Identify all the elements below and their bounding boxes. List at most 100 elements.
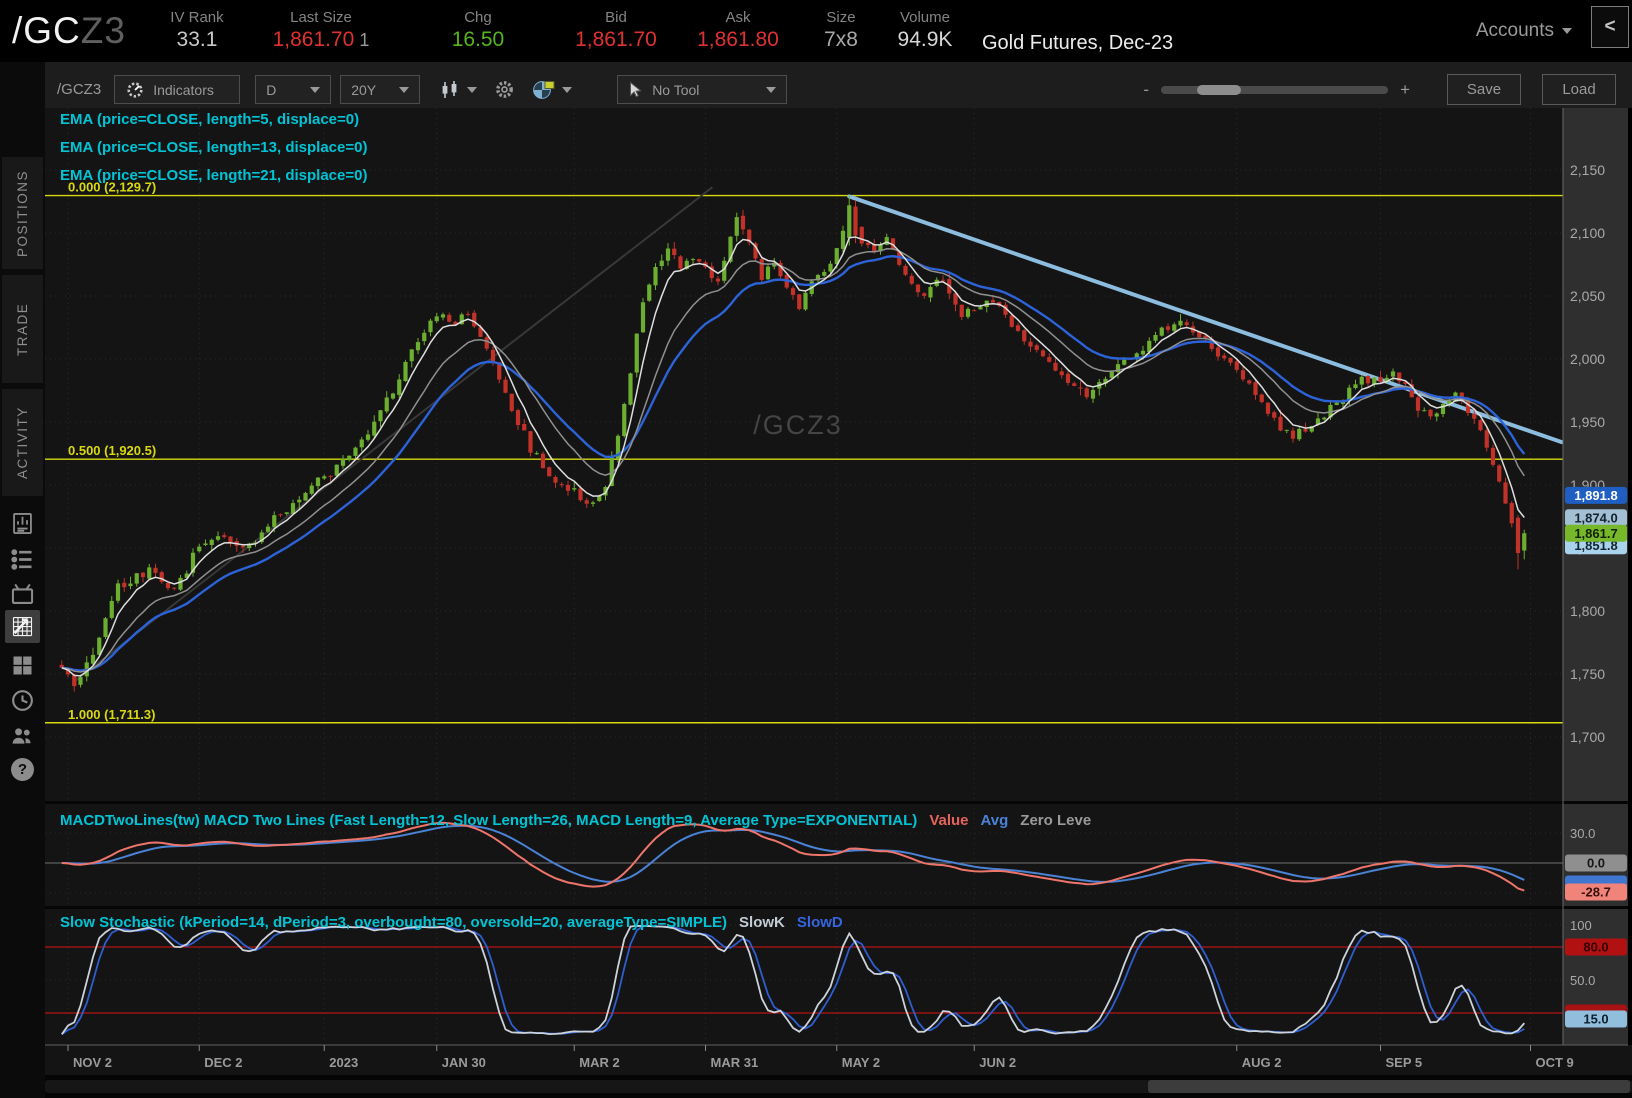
stoch-axis-label: 100 xyxy=(1570,918,1592,933)
quote-book-icon[interactable] xyxy=(9,510,36,537)
range-value: 20Y xyxy=(351,81,377,98)
macd-value-bubble xyxy=(1565,883,1627,901)
accounts-menu[interactable]: Accounts xyxy=(1476,20,1572,42)
load-button[interactable]: Load xyxy=(1542,74,1616,105)
trendline[interactable] xyxy=(73,186,713,683)
horizontal-scrollbar[interactable] xyxy=(45,1075,1632,1098)
fib-level-label: 0.000 (2,129.7) xyxy=(68,180,156,195)
price-bubble-text: 1,874.0 xyxy=(1574,510,1617,525)
stat-value: 1,861.70 xyxy=(575,28,657,51)
time-axis-label: AUG 2 xyxy=(1242,1055,1282,1070)
zoom-in-button[interactable]: + xyxy=(1400,79,1410,99)
collapse-right-panel-button[interactable]: < xyxy=(1591,6,1629,48)
legend-slowk: SlowK xyxy=(739,914,785,931)
zoom-slider[interactable] xyxy=(1161,84,1389,95)
macd-zero-bubble-text: 0.0 xyxy=(1587,856,1605,871)
overbought-bubble-text: 80.0 xyxy=(1583,940,1608,955)
symbol: /GCZ3 xyxy=(12,10,126,52)
toolbar-symbol-label: /GCZ3 xyxy=(57,81,102,98)
trendline[interactable] xyxy=(847,194,1563,445)
time-axis-label: NOV 2 xyxy=(73,1055,112,1070)
macd-series xyxy=(61,821,1525,892)
tool-label: No Tool xyxy=(652,81,700,98)
quote-stat-size: Size 7x8 xyxy=(800,9,882,53)
stat-value: 1,861.70 1 xyxy=(272,28,370,51)
ema-5-line xyxy=(61,236,1525,677)
stat-label: Size xyxy=(826,9,856,26)
candlestick-chart-icon xyxy=(442,80,457,98)
stat-value: 94.9K xyxy=(897,28,953,51)
price-axis-label: 2,050 xyxy=(1570,288,1605,304)
chevron-down-icon xyxy=(467,86,478,93)
chart-toolbar: /GCZ3 Indicators D 20Y No Tool - + Save … xyxy=(45,62,1632,108)
macd-study-label[interactable]: MACDTwoLines(tw) MACD Two Lines (Fast Le… xyxy=(60,812,1091,829)
chart-settings-button[interactable] xyxy=(490,75,519,104)
stat-value: 33.1 xyxy=(176,28,218,51)
quote-stat-iv-rank: IV Rank 33.1 xyxy=(152,9,242,53)
stoch-value-bubble-text: 15.0 xyxy=(1583,1012,1608,1027)
stat-value: 7x8 xyxy=(824,28,858,51)
help-icon[interactable]: ? xyxy=(11,758,34,781)
ema-21-label[interactable]: EMA (price=CLOSE, length=21, displace=0) xyxy=(60,167,368,184)
sidebar-tab-trade[interactable]: TRADE xyxy=(2,275,43,383)
price-bubble xyxy=(1565,486,1627,504)
time-axis-label: OCT 9 xyxy=(1536,1055,1574,1070)
stochastic-series xyxy=(61,924,1525,1036)
chevron-left-icon: < xyxy=(1604,16,1616,37)
quote-stat-bid: Bid 1,861.70 xyxy=(556,9,676,53)
chart-type-dropdown[interactable] xyxy=(435,75,481,104)
history-clock-icon[interactable] xyxy=(9,687,36,714)
symbol-contract: Z3 xyxy=(80,10,126,51)
scrollbar-handle[interactable] xyxy=(1148,1080,1630,1093)
chart-watermark: /GCZ3 xyxy=(753,410,843,440)
range-dropdown[interactable]: 20Y xyxy=(340,75,421,104)
left-sidebar: POSITIONS TRADE ACTIVITY ? xyxy=(0,62,45,1098)
time-axis-label: MAR 2 xyxy=(579,1055,619,1070)
chart-mode-dropdown[interactable] xyxy=(528,75,576,104)
price-bubble-text: 1,861.7 xyxy=(1574,526,1617,541)
quote-stat-volume: Volume 94.9K xyxy=(882,9,968,53)
stat-label: Chg xyxy=(464,9,492,26)
watchlist-icon[interactable] xyxy=(9,546,36,573)
chart-grid-icon[interactable] xyxy=(5,610,40,643)
macd-value-line xyxy=(61,821,1525,892)
legend-zero-leve: Zero Leve xyxy=(1020,812,1092,829)
price-axis-label: 1,700 xyxy=(1570,729,1605,745)
timeframe-value: D xyxy=(266,81,277,98)
fib-level-label: 1.000 (1,711.3) xyxy=(68,707,155,722)
macd-legend: Value Avg Zero Leve xyxy=(917,812,1091,829)
ema-13-label[interactable]: EMA (price=CLOSE, length=13, displace=0) xyxy=(60,139,368,156)
stat-label: Volume xyxy=(899,9,950,26)
price-axis-label: 1,750 xyxy=(1570,666,1605,682)
ema-5-label[interactable]: EMA (price=CLOSE, length=5, displace=0) xyxy=(60,111,360,128)
overbought-bubble xyxy=(1565,938,1627,956)
save-button[interactable]: Save xyxy=(1447,74,1521,105)
stat-label: Ask xyxy=(725,9,751,26)
zoom-out-button[interactable]: - xyxy=(1143,79,1150,99)
zoom-slider-thumb[interactable] xyxy=(1197,84,1242,95)
stochastic-label-text: Slow Stochastic (kPeriod=14, dPeriod=3, … xyxy=(60,914,728,931)
indicators-icon xyxy=(127,81,143,98)
quote-stat-chg: Chg 16.50 xyxy=(400,9,556,53)
chevron-down-icon xyxy=(562,86,573,93)
legend-value: Value xyxy=(929,812,969,829)
price-bubble-text: 1,851.8 xyxy=(1574,538,1617,553)
instrument-description: Gold Futures, Dec-23 xyxy=(981,32,1174,54)
slowk-line xyxy=(61,924,1525,1036)
timeframe-dropdown[interactable]: D xyxy=(255,75,332,104)
quote-stat-ask: Ask 1,861.80 xyxy=(676,9,800,53)
time-axis-label: 2023 xyxy=(329,1055,358,1070)
stochastic-study-label[interactable]: Slow Stochastic (kPeriod=14, dPeriod=3, … xyxy=(60,914,843,931)
tv-icon[interactable] xyxy=(9,581,36,608)
indicators-button[interactable]: Indicators xyxy=(114,75,241,104)
drawing-tool-dropdown[interactable]: No Tool xyxy=(617,75,788,104)
dashboard-icon[interactable] xyxy=(9,652,36,679)
chevron-down-icon xyxy=(766,86,777,93)
time-axis-strip xyxy=(45,1045,1632,1075)
sidebar-tab-activity[interactable]: ACTIVITY xyxy=(2,389,43,496)
stat-label: IV Rank xyxy=(170,9,224,26)
community-icon[interactable] xyxy=(9,722,36,749)
stat-label: Bid xyxy=(605,9,627,26)
sidebar-tab-positions[interactable]: POSITIONS xyxy=(2,157,43,269)
